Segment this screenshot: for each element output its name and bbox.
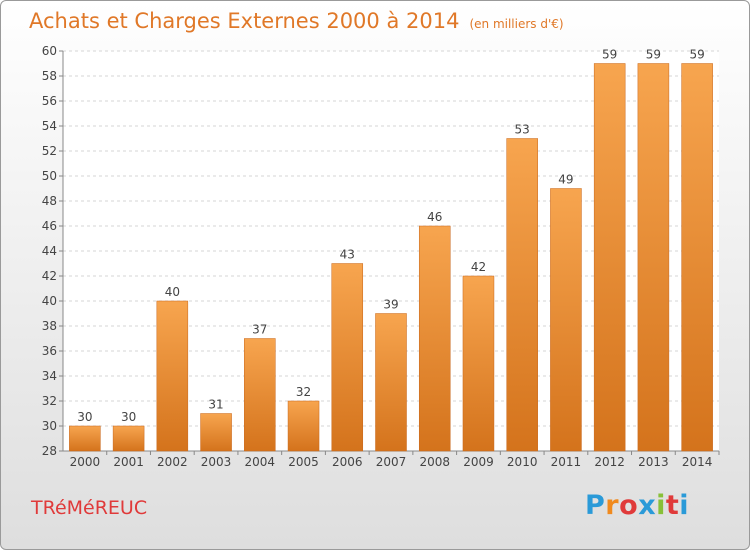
bar xyxy=(550,188,582,452)
bar-value-label: 39 xyxy=(383,298,398,312)
y-tick-label: 36 xyxy=(42,344,57,358)
x-tick-label: 2010 xyxy=(507,455,538,469)
place-name: TRéMéREUC xyxy=(31,497,148,519)
y-tick-label: 52 xyxy=(42,144,57,158)
y-tick-label: 38 xyxy=(42,319,57,333)
bar xyxy=(506,138,538,452)
x-tick-label: 2007 xyxy=(376,455,407,469)
logo-letter: x xyxy=(638,490,657,521)
logo-letter: o xyxy=(619,490,639,521)
bar-value-label: 43 xyxy=(340,248,355,262)
logo-letter: t xyxy=(665,490,680,521)
y-tick-label: 46 xyxy=(42,219,57,233)
bar xyxy=(418,225,451,452)
x-tick-label: 2002 xyxy=(157,455,188,469)
x-tick-label: 2009 xyxy=(463,455,494,469)
bar-value-label: 32 xyxy=(296,385,311,399)
y-tick-label: 48 xyxy=(42,194,57,208)
x-tick-label: 2000 xyxy=(70,455,101,469)
bar-value-label: 49 xyxy=(558,173,573,187)
y-tick-label: 58 xyxy=(42,69,57,83)
proxiti-logo: Proxiti xyxy=(585,490,689,521)
bar xyxy=(331,263,364,452)
x-tick-label: 2012 xyxy=(594,455,625,469)
x-tick-label: 2004 xyxy=(245,455,276,469)
y-tick-label: 40 xyxy=(42,294,57,308)
y-tick-label: 56 xyxy=(42,94,57,108)
bar-value-label: 30 xyxy=(121,410,136,424)
bar xyxy=(112,425,145,452)
bar-value-label: 31 xyxy=(208,398,223,412)
x-tick-label: 2006 xyxy=(332,455,363,469)
bar xyxy=(200,413,232,452)
bar xyxy=(681,63,713,452)
y-tick-label: 34 xyxy=(42,369,57,383)
y-tick-label: 30 xyxy=(42,419,57,433)
bar xyxy=(69,425,101,452)
bar xyxy=(287,400,320,452)
y-tick-label: 54 xyxy=(42,119,57,133)
y-tick-label: 50 xyxy=(42,169,57,183)
logo-letter: r xyxy=(605,490,620,521)
chart-title: Achats et Charges Externes 2000 à 2014 (e… xyxy=(29,9,564,33)
x-tick-label: 2008 xyxy=(419,455,450,469)
y-tick-label: 44 xyxy=(42,244,57,258)
bar-value-label: 59 xyxy=(689,48,704,62)
bar xyxy=(244,338,276,452)
y-tick-label: 42 xyxy=(42,269,57,283)
bar-value-label: 59 xyxy=(602,48,617,62)
x-tick-label: 2011 xyxy=(551,455,582,469)
x-tick-label: 2001 xyxy=(113,455,144,469)
x-tick-label: 2005 xyxy=(288,455,319,469)
logo-letter: i xyxy=(679,490,690,521)
bar xyxy=(637,63,670,452)
bar-value-label: 46 xyxy=(427,210,442,224)
chart-subtitle: (en milliers d'€) xyxy=(469,17,564,31)
bar xyxy=(462,275,495,452)
bar-value-label: 40 xyxy=(165,285,180,299)
chart-title-text: Achats et Charges Externes 2000 à 2014 xyxy=(29,9,460,33)
bar xyxy=(156,300,189,452)
y-tick-label: 60 xyxy=(42,44,57,58)
bar-value-label: 42 xyxy=(471,260,486,274)
bar-value-label: 53 xyxy=(515,123,530,137)
x-tick-label: 2013 xyxy=(638,455,669,469)
y-tick-label: 28 xyxy=(42,444,57,458)
y-tick-label: 32 xyxy=(42,394,57,408)
bar-value-label: 37 xyxy=(252,323,267,337)
bar xyxy=(375,313,407,452)
logo-letter: P xyxy=(585,490,606,521)
bar-value-label: 59 xyxy=(646,48,661,62)
logo-letter: i xyxy=(656,490,666,521)
x-tick-label: 2014 xyxy=(682,455,713,469)
bar-value-label: 30 xyxy=(77,410,92,424)
x-tick-label: 2003 xyxy=(201,455,232,469)
bar xyxy=(593,63,626,452)
